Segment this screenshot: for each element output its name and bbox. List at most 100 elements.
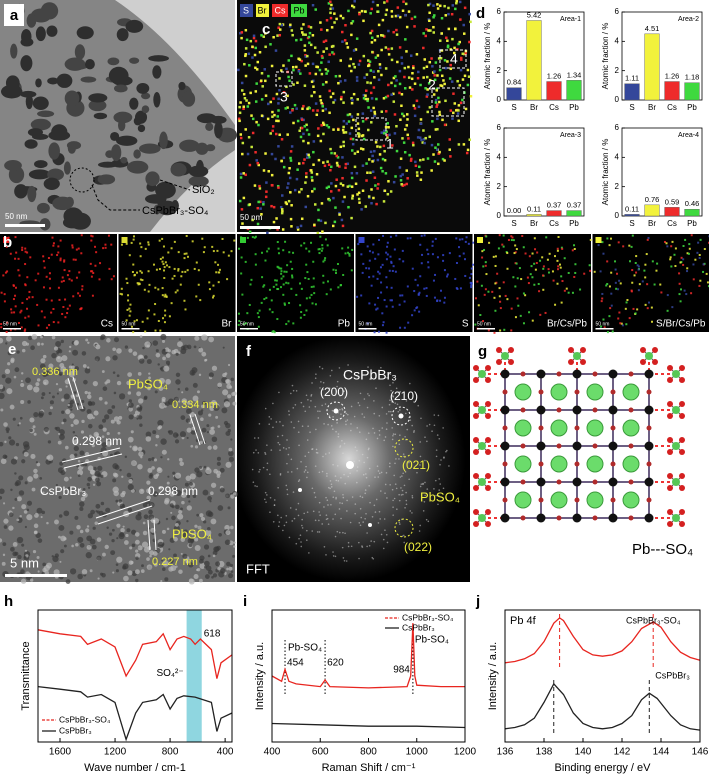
eds-dot <box>304 54 307 57</box>
lattice-texture <box>203 544 210 550</box>
map-dot <box>545 236 548 239</box>
scale-label: 50 nm <box>5 212 28 221</box>
lattice-texture <box>203 520 207 524</box>
pore <box>88 99 107 112</box>
fft-noise <box>315 428 317 431</box>
fft-noise <box>316 531 319 533</box>
map-dot <box>163 277 166 280</box>
fft-noise <box>334 555 337 558</box>
fft-noise <box>442 427 444 429</box>
eds-dot <box>453 51 456 55</box>
map-dot <box>267 247 270 250</box>
map-dot <box>553 255 556 258</box>
eds-dot <box>456 112 460 115</box>
map-dot <box>528 255 531 258</box>
fft-noise <box>418 530 421 532</box>
map-dot <box>574 263 577 266</box>
map-dot <box>631 269 634 272</box>
eds-dot <box>446 39 449 42</box>
map-dot <box>130 241 133 244</box>
bar <box>526 214 542 217</box>
map-dot <box>14 236 17 239</box>
eds-dot <box>411 88 414 91</box>
lattice-texture <box>0 496 3 500</box>
fft-noise <box>347 413 349 416</box>
eds-dot <box>280 208 284 211</box>
lattice-texture <box>155 444 158 447</box>
eds-dot <box>289 159 293 162</box>
lattice-texture <box>106 431 110 436</box>
fft-noise <box>298 479 301 481</box>
lattice-texture <box>73 445 79 452</box>
map-dot <box>644 276 647 279</box>
map-dot <box>161 294 164 297</box>
eds-dot <box>342 144 345 148</box>
lattice-texture <box>48 411 52 416</box>
eds-dot <box>258 184 261 188</box>
lattice-texture <box>142 530 148 536</box>
map-dot <box>45 275 48 278</box>
bromine <box>574 389 580 395</box>
lattice-texture <box>112 355 118 361</box>
lattice-texture <box>0 441 4 447</box>
eds-dot <box>244 173 247 177</box>
scale-bar <box>240 226 280 229</box>
eds-dot <box>313 187 316 191</box>
map-dot <box>90 270 93 273</box>
map-dot <box>217 281 220 284</box>
fft-noise <box>347 541 350 544</box>
map-dot <box>254 253 257 256</box>
map-dot <box>474 323 477 326</box>
eds-dot <box>384 110 388 113</box>
lattice-texture <box>20 383 25 388</box>
map-dot <box>516 277 519 280</box>
bar <box>546 81 562 101</box>
lattice-texture <box>63 476 69 482</box>
eds-dot <box>422 32 425 35</box>
eds-dot <box>438 100 441 104</box>
eds-dot <box>260 34 263 37</box>
pore <box>97 174 116 185</box>
map-dot <box>618 279 621 282</box>
map-dot <box>674 265 677 268</box>
eds-dot <box>387 126 390 129</box>
value-label: 0.00 <box>507 206 522 215</box>
fft-noise <box>392 445 394 448</box>
fft-noise <box>278 391 280 394</box>
map-dot <box>436 300 439 303</box>
fft-noise <box>369 501 371 504</box>
eds-dot <box>239 172 243 176</box>
lattice-texture <box>97 465 103 471</box>
map-dot <box>678 293 681 296</box>
lattice-texture <box>135 578 139 583</box>
lattice-texture <box>196 390 200 394</box>
map-dot <box>446 275 449 278</box>
eds-dot <box>326 160 329 163</box>
eds-dot <box>351 142 355 146</box>
lattice-texture <box>75 438 78 441</box>
fft-noise <box>251 468 254 471</box>
phase-label: PbSO₄ <box>420 489 460 504</box>
eds-dot <box>417 128 421 132</box>
map-dot <box>158 239 161 242</box>
pore <box>32 96 49 110</box>
lead <box>572 441 582 451</box>
eds-dot <box>352 49 356 52</box>
pore <box>67 142 76 154</box>
eds-dot <box>448 138 452 141</box>
eds-dot <box>277 102 280 105</box>
lattice-texture <box>10 458 18 465</box>
lattice-texture <box>0 408 4 412</box>
eds-dot <box>374 184 377 187</box>
eds-dot <box>329 95 333 99</box>
eds-dot <box>328 89 331 93</box>
eds-dot <box>422 66 426 70</box>
lattice-texture <box>172 471 176 475</box>
lattice-texture <box>112 371 116 374</box>
lattice-texture <box>49 400 54 405</box>
lattice-texture <box>199 465 203 469</box>
eds-dot <box>272 35 275 39</box>
fft-noise <box>291 384 294 387</box>
lattice-texture <box>222 346 225 349</box>
map-dot <box>130 325 133 328</box>
